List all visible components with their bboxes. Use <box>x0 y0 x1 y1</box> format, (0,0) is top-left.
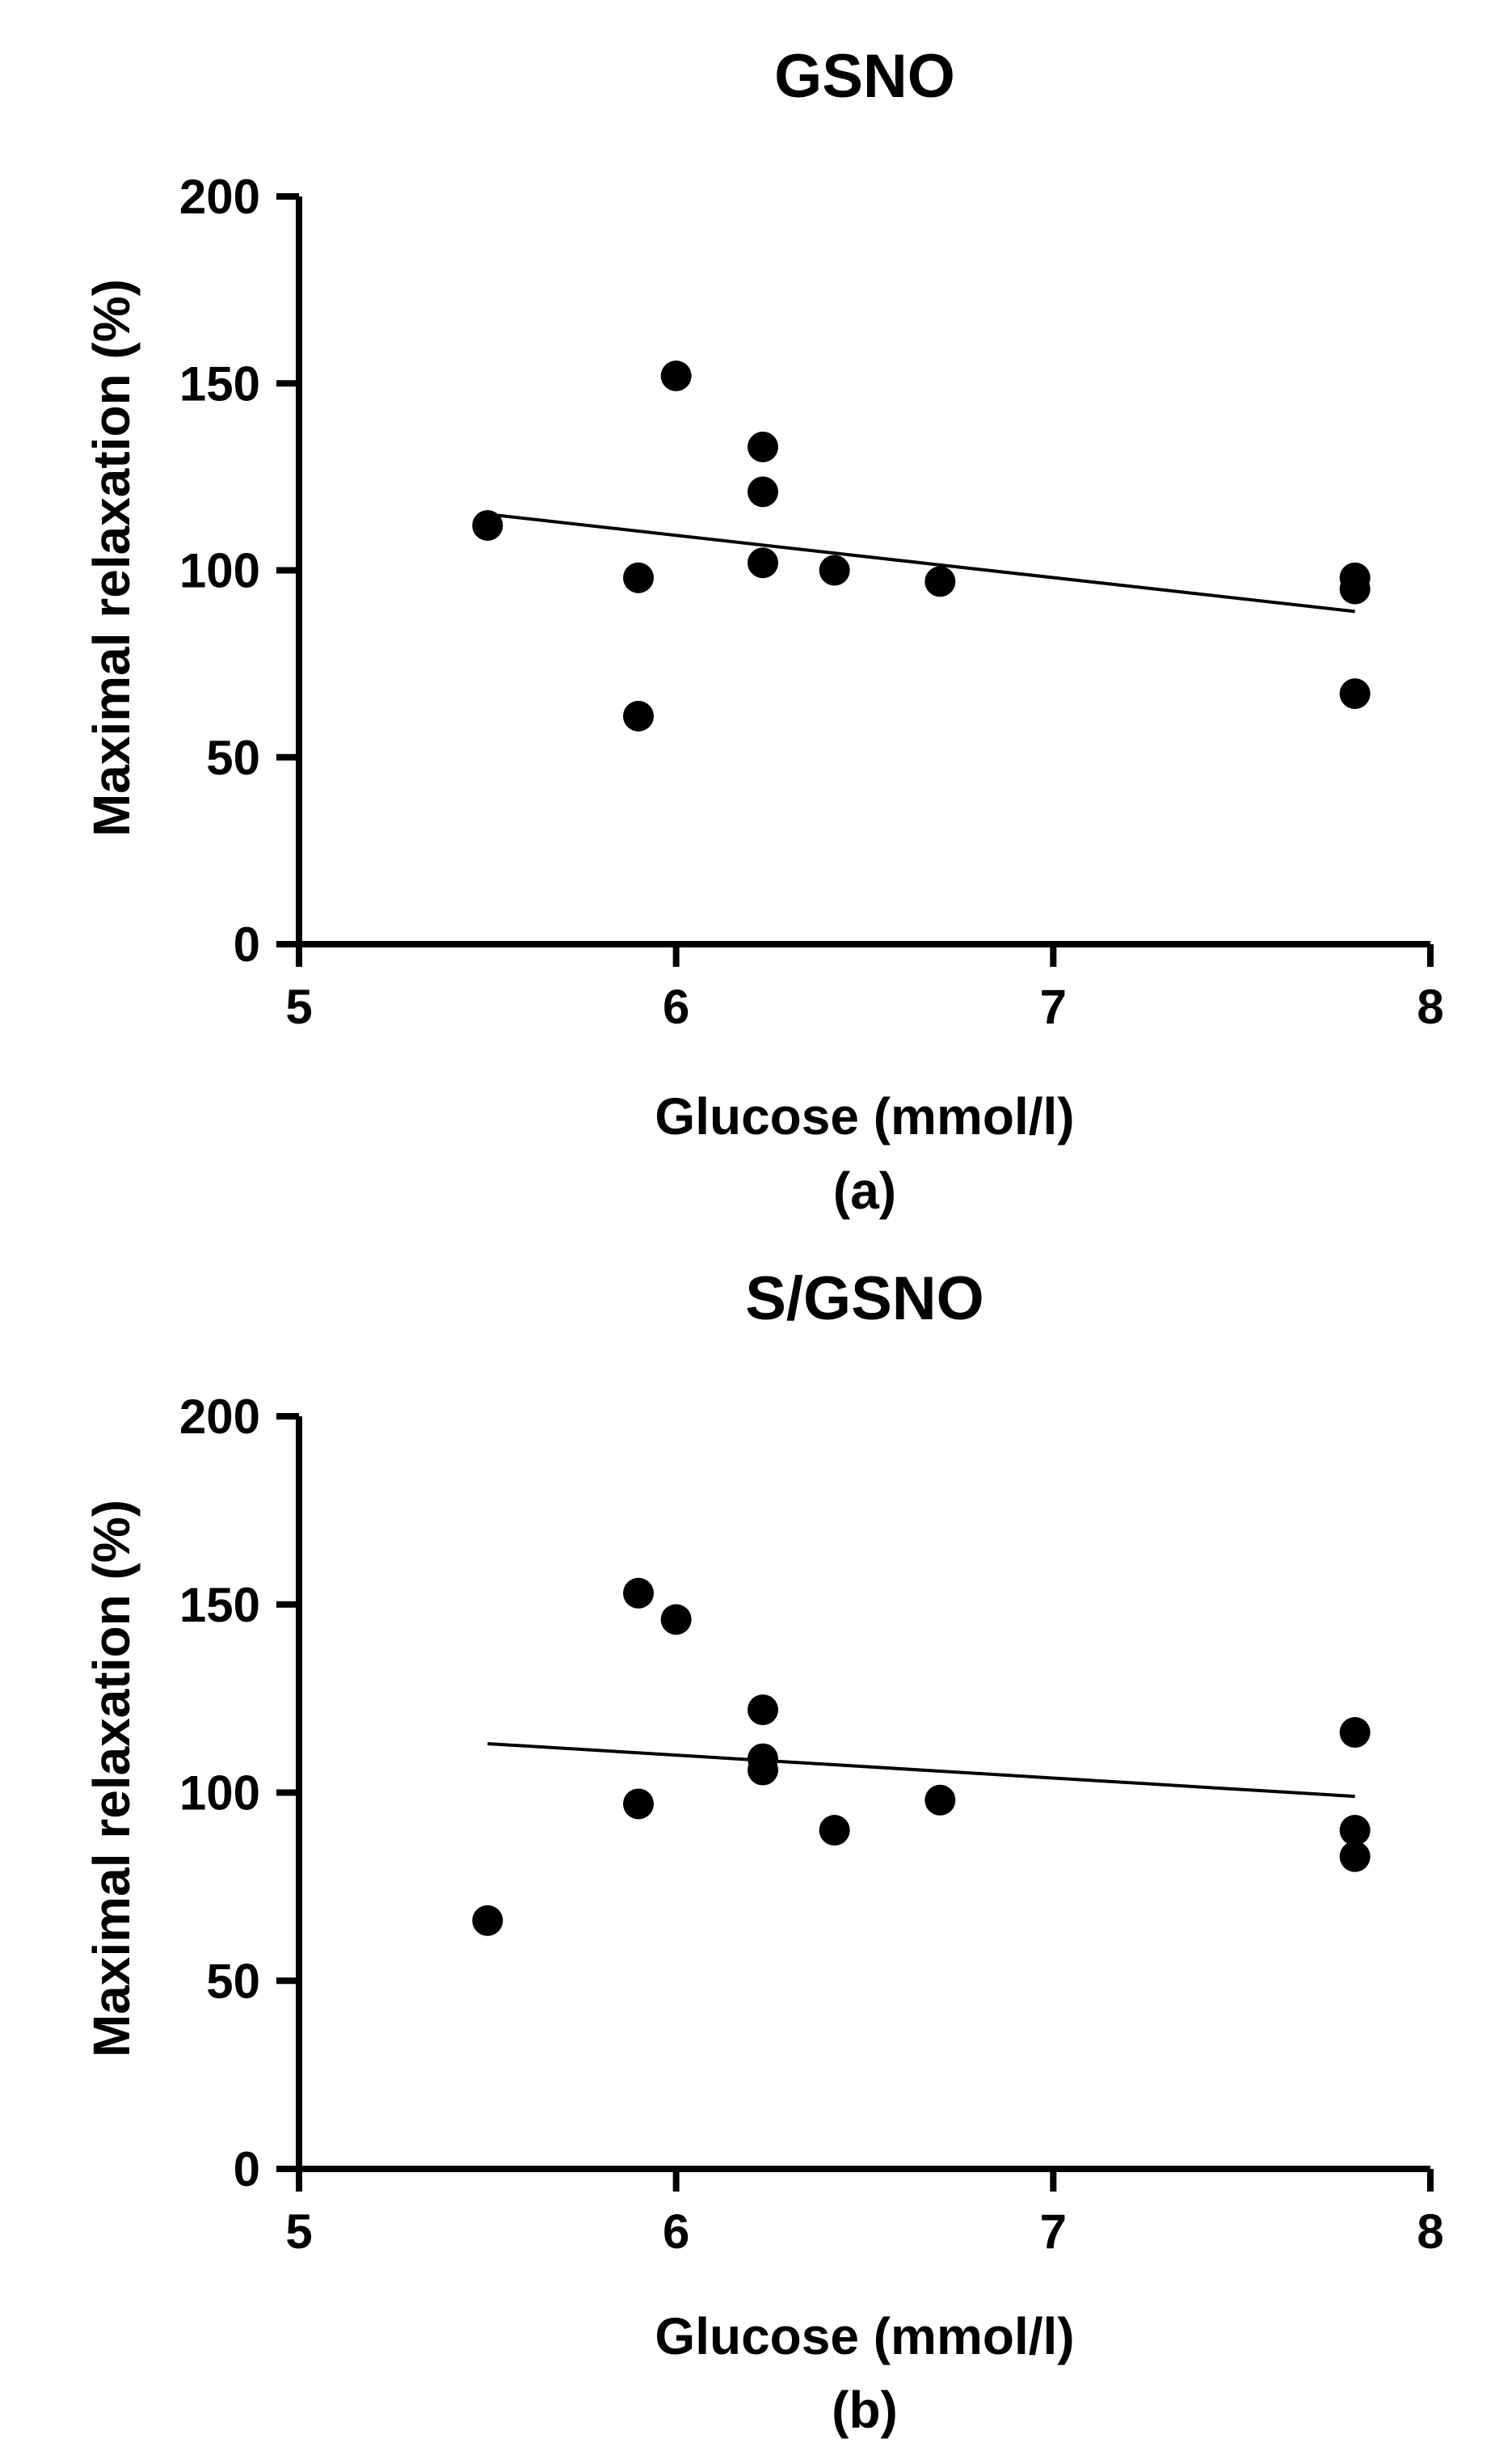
data-point <box>623 1577 654 1609</box>
y-tick-label: 50 <box>206 1954 260 2008</box>
data-points <box>472 361 1371 732</box>
axis-ticks: 5 6 7 8 0 50 100 150 200 <box>179 170 1444 1034</box>
data-point <box>660 361 692 391</box>
panel-label: (b) <box>832 2381 898 2439</box>
x-tick-label: 8 <box>1417 980 1443 1034</box>
x-tick-label: 8 <box>1417 2204 1443 2259</box>
y-tick-label: 0 <box>234 918 260 972</box>
data-point <box>924 1784 956 1816</box>
data-point <box>1339 573 1371 605</box>
x-tick-label: 7 <box>1040 2204 1067 2259</box>
y-tick-label: 0 <box>234 2142 260 2196</box>
data-point <box>623 700 654 732</box>
x-axis-title: Glucose (mmol/l) <box>655 2307 1074 2365</box>
x-tick-label: 6 <box>663 980 689 1034</box>
chart-panel-b: S/GSNO Maximal relaxation (%) Glucose (m… <box>82 1264 1444 2439</box>
data-point <box>623 562 654 593</box>
y-tick-label: 200 <box>179 170 260 224</box>
axis-ticks: 5 6 7 8 0 50 100 150 200 <box>179 1390 1444 2259</box>
x-tick-label: 6 <box>663 2204 689 2259</box>
x-tick-label: 5 <box>285 980 312 1034</box>
data-point <box>1339 678 1371 710</box>
data-point <box>748 547 778 579</box>
data-point <box>660 1604 692 1635</box>
data-points <box>472 1577 1371 1936</box>
data-point <box>748 1754 778 1786</box>
data-point <box>819 555 850 586</box>
x-tick-label: 5 <box>285 2204 312 2259</box>
x-axis-title: Glucose (mmol/l) <box>655 1087 1074 1145</box>
data-point <box>924 566 956 597</box>
y-tick-label: 100 <box>179 1766 260 1820</box>
y-axis-title: Maximal relaxation (%) <box>82 279 141 837</box>
data-point <box>623 1788 654 1820</box>
data-point <box>1339 1841 1371 1872</box>
data-point <box>1339 1717 1371 1749</box>
data-point <box>748 476 778 508</box>
data-point <box>748 431 778 462</box>
x-tick-label: 7 <box>1040 980 1067 1034</box>
regression-line <box>487 513 1355 614</box>
data-point <box>748 1694 778 1726</box>
chart-panel-a: GSNO Maximal relaxation (%) Glucose (mmo… <box>82 42 1444 1220</box>
data-point <box>472 1905 503 1936</box>
y-tick-label: 50 <box>206 731 260 785</box>
y-axis-title: Maximal relaxation (%) <box>82 1500 141 2057</box>
panel-label: (a) <box>833 1162 896 1220</box>
y-tick-label: 150 <box>179 1578 260 1632</box>
y-tick-label: 100 <box>179 544 260 598</box>
y-tick-label: 200 <box>179 1390 260 1444</box>
regression-line <box>487 1741 1355 1799</box>
y-tick-label: 150 <box>179 357 260 411</box>
data-point <box>1339 1815 1371 1846</box>
chart-title: S/GSNO <box>745 1264 984 1333</box>
data-point <box>819 1815 850 1846</box>
data-point <box>472 510 503 541</box>
chart-title: GSNO <box>774 42 955 111</box>
